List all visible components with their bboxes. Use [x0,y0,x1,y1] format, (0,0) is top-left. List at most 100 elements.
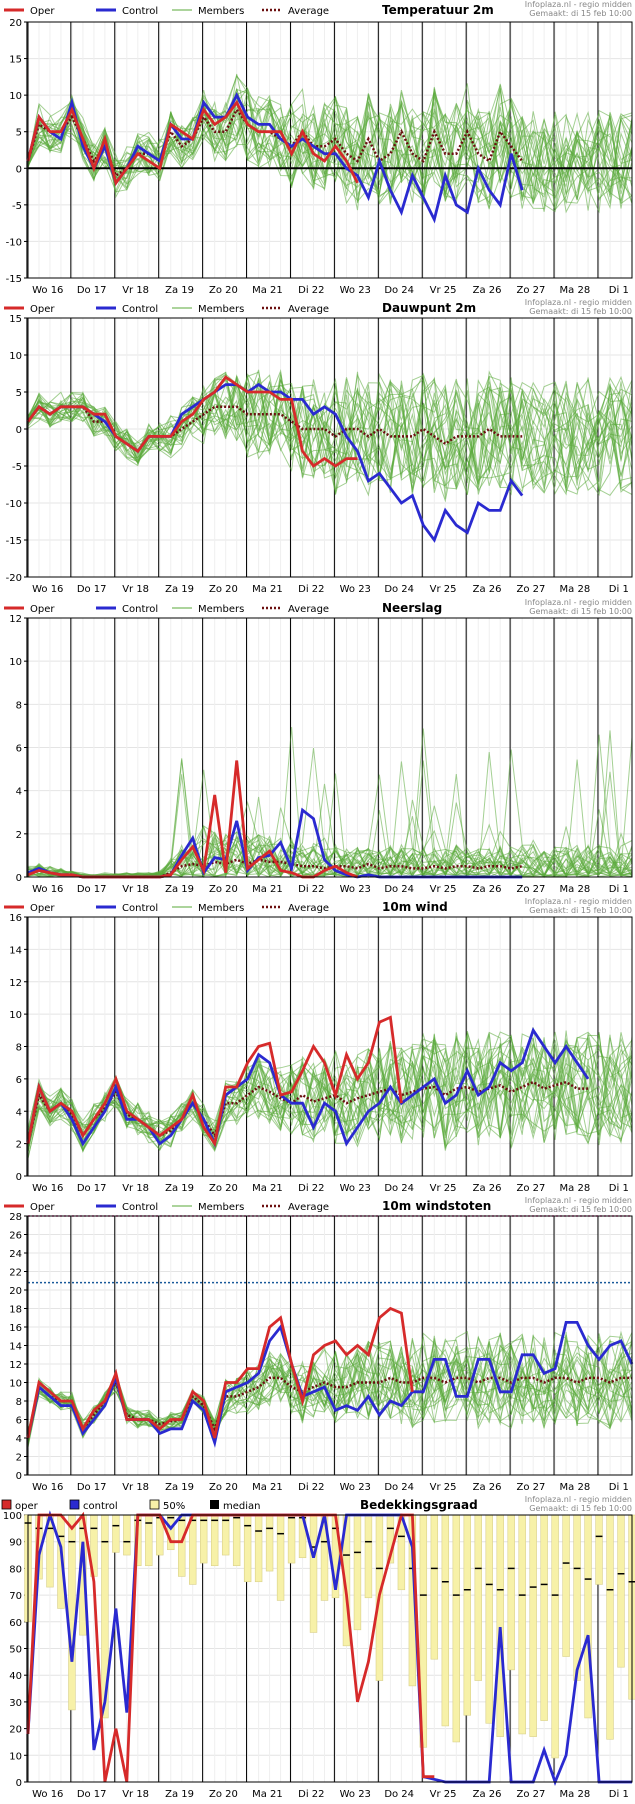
y-tick-label: 5 [16,128,22,139]
source-label: Infoplaza.nl - regio midden [525,598,632,607]
x-tick-label: Do 17 [77,884,107,895]
cloud-50pct-bar [287,1514,296,1564]
x-tick-label: Zo 27 [517,884,546,895]
member-line [27,737,633,878]
x-tick-label: Do 17 [77,1789,107,1800]
chart-title: Bedekkingsgraad [360,1498,478,1512]
x-tick-label: Wo 16 [32,1789,63,1800]
member-line [27,383,633,495]
y-tick-label: -5 [12,462,22,473]
member-line [27,1033,633,1146]
x-tick-label: Zo 27 [517,285,546,296]
average-line [26,1376,632,1439]
x-tick-label: Wo 16 [32,584,63,595]
x-tick-label: Za 26 [473,1789,502,1800]
y-tick-label: 0 [16,873,22,884]
plot-frame [27,21,633,279]
source-label: Infoplaza.nl - regio midden [525,0,632,9]
y-tick-label: -20 [6,573,22,584]
chart-title: 10m windstoten [382,1199,491,1213]
member-line [27,1334,633,1444]
x-tick-label: Vr 25 [430,1789,457,1800]
x-tick-label: Wo 16 [32,1183,63,1194]
x-tick-label: Zo 20 [209,884,238,895]
x-tick-label: Wo 23 [340,1183,371,1194]
x-tick-label: Zo 27 [517,1789,546,1800]
cloud-50pct-bar [617,1514,625,1668]
y-tick-label: 10 [9,91,22,102]
source-label: Infoplaza.nl - regio midden [525,897,632,906]
member-line [27,101,633,204]
x-tick-label: Do 24 [384,1482,414,1493]
x-tick-label: Do 24 [384,285,414,296]
x-tick-label: Do 24 [384,584,414,595]
chart-cloud: oper control 50% median Bedekkingsgraad Infop… [1,1495,635,1800]
legend-members-label: Members [198,1202,244,1213]
x-tick-label: Do 17 [77,1183,107,1194]
x-tick-label: Di 22 [298,884,324,895]
legend-control-label: control [83,1501,118,1512]
y-tick-label: 0 [16,425,22,436]
y-tick-label: 2 [16,1453,22,1464]
cloud-50pct-bar [584,1514,592,1719]
chart-title: Temperatuur 2m [382,3,494,17]
y-tick-label: 4 [16,1434,22,1445]
legend-50pct-label: 50% [163,1501,185,1512]
x-tick-label: Ma 28 [560,285,591,296]
chart-title: Neerslag [382,601,442,615]
x-tick-label: Vr 25 [430,1183,457,1194]
x-tick-label: Ma 28 [560,1183,591,1194]
y-tick-label: 18 [9,1305,22,1316]
x-tick-label: Vr 18 [122,884,149,895]
cloud-50pct-bar [364,1514,373,1599]
plot-frame [27,1215,633,1476]
y-tick-label: 2 [16,1140,22,1151]
legend-members-label: Members [198,304,244,315]
y-tick-label: 8 [16,1397,22,1408]
cloud-50pct-bar [540,1514,548,1721]
source-label: Infoplaza.nl - regio midden [525,298,632,307]
legend-average-label: Average [288,903,329,914]
plot-frame [27,617,633,878]
x-tick-label: Ma 21 [252,584,283,595]
cloud-50pct-bar [518,1514,526,1735]
legend-oper-label: Oper [30,903,55,914]
x-tick-label: Zo 20 [209,584,238,595]
y-tick-label: 20 [9,1725,22,1736]
x-tick-label: Do 17 [77,584,107,595]
x-tick-label: Zo 27 [517,1482,546,1493]
x-tick-label: Ma 28 [560,884,591,895]
x-tick-label: Zo 20 [209,285,238,296]
x-tick-label: Do 24 [384,1789,414,1800]
x-tick-label: Vr 18 [122,584,149,595]
y-tick-label: 16 [9,1323,22,1334]
made-label: Gemaakt: di 15 feb 10:00 [529,1205,632,1214]
legend-oper-swatch [1,1499,12,1510]
y-tick-label: 10 [9,657,22,668]
y-tick-label: 6 [16,1416,22,1427]
legend-control-label: Control [122,1202,158,1213]
x-tick-label: Do 17 [77,1482,107,1493]
legend-average-label: Average [288,604,329,615]
legend-average-label: Average [288,1202,329,1213]
cloud-50pct-bar [112,1514,120,1553]
legend-control-label: Control [122,903,158,914]
x-tick-label: Ma 28 [560,1482,591,1493]
cloud-50pct-bar [200,1514,208,1564]
x-tick-label: Vr 25 [430,584,457,595]
member-line [27,378,633,489]
member-line [27,1036,633,1149]
chart-wind: Oper Control Members Average 10m wind Infopla… [4,897,633,1194]
x-tick-label: Zo 20 [209,1789,238,1800]
made-label: Gemaakt: di 15 feb 10:00 [529,307,632,316]
cloud-50pct-bar [178,1514,186,1577]
cloud-50pct-bar [452,1514,460,1743]
y-tick-label: 15 [9,314,22,325]
average-line [26,107,524,178]
chart-rain: Oper Control Members Average Neerslag Infopla… [4,598,633,895]
legend-median-label: median [223,1501,261,1512]
legend-oper-label: Oper [30,604,55,615]
legend-oper-label: oper [15,1501,39,1512]
oper-line [26,1015,403,1148]
